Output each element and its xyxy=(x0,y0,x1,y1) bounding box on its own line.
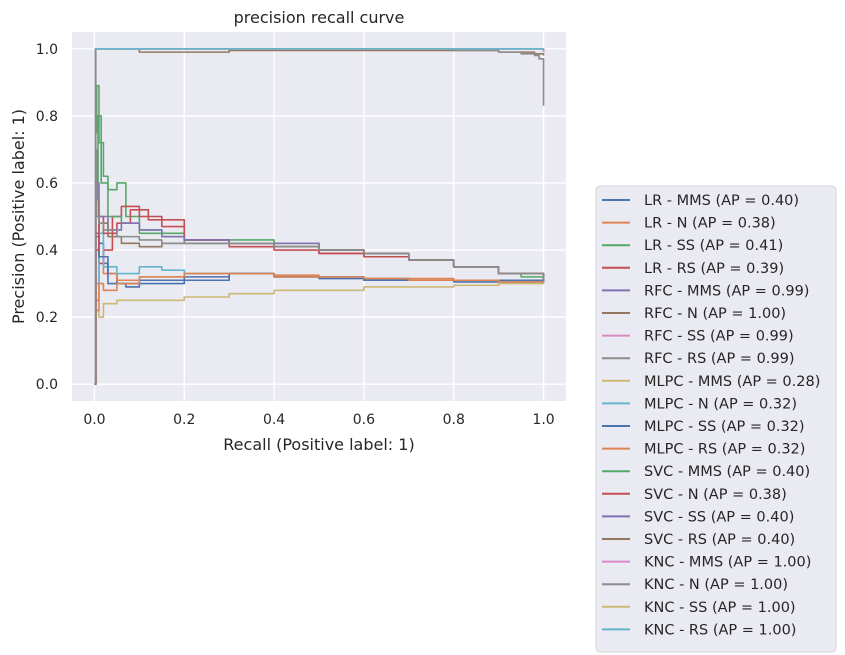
legend-label: RFC - N (AP = 1.00) xyxy=(644,306,786,322)
y-tick-label: 0.8 xyxy=(36,109,58,125)
legend-label: SVC - SS (AP = 0.40) xyxy=(644,509,794,525)
legend-label: LR - RS (AP = 0.39) xyxy=(644,261,784,277)
x-axis-ticks: 0.0 0.2 0.4 0.6 0.8 1.0 xyxy=(83,412,554,428)
chart-title: precision recall curve xyxy=(234,8,405,27)
legend-entry: LR - N (AP = 0.38) xyxy=(602,216,776,232)
y-tick-label: 0.2 xyxy=(36,310,58,326)
legend-label: RFC - RS (AP = 0.99) xyxy=(644,351,795,367)
legend-label: KNC - N (AP = 1.00) xyxy=(644,577,788,593)
legend-label: MLPC - MMS (AP = 0.28) xyxy=(644,374,820,390)
grid-lines xyxy=(72,32,566,401)
legend-box xyxy=(595,185,837,653)
x-tick-label: 0.2 xyxy=(173,412,195,428)
legend-label: KNC - MMS (AP = 1.00) xyxy=(644,555,811,571)
legend-label: LR - MMS (AP = 0.40) xyxy=(644,193,799,209)
legend-label: SVC - MMS (AP = 0.40) xyxy=(644,464,810,480)
legend-entry: KNC - MMS (AP = 1.00) xyxy=(602,555,811,571)
y-tick-label: 0.0 xyxy=(36,377,58,393)
legend-label: SVC - N (AP = 0.38) xyxy=(644,487,787,503)
legend-entry: LR - MMS (AP = 0.40) xyxy=(602,193,799,209)
x-tick-label: 0.6 xyxy=(353,412,375,428)
legend-label: RFC - MMS (AP = 0.99) xyxy=(644,283,809,299)
legend-entry: MLPC - RS (AP = 0.32) xyxy=(602,442,805,458)
legend-label: KNC - RS (AP = 1.00) xyxy=(644,622,796,638)
y-tick-label: 0.6 xyxy=(36,176,58,192)
legend-label: MLPC - SS (AP = 0.32) xyxy=(644,419,805,435)
x-axis-label: Recall (Positive label: 1) xyxy=(223,435,414,454)
legend-entry: SVC - RS (AP = 0.40) xyxy=(602,532,795,548)
legend-label: LR - SS (AP = 0.41) xyxy=(644,238,783,254)
legend-entry: KNC - RS (AP = 1.00) xyxy=(602,622,796,638)
legend-entry: MLPC - MMS (AP = 0.28) xyxy=(602,374,820,390)
legend-entry: RFC - RS (AP = 0.99) xyxy=(602,351,795,367)
legend-label: KNC - SS (AP = 1.00) xyxy=(644,600,796,616)
series-layer xyxy=(94,47,545,386)
legend-entry: SVC - SS (AP = 0.40) xyxy=(602,509,794,525)
series-line-18 xyxy=(94,47,545,386)
legend-label: SVC - RS (AP = 0.40) xyxy=(644,532,795,548)
legend-entry: RFC - N (AP = 1.00) xyxy=(602,306,786,322)
legend-entry: KNC - SS (AP = 1.00) xyxy=(602,600,796,616)
y-axis-label: Precision (Positive label: 1) xyxy=(9,109,28,324)
legend-entry: SVC - MMS (AP = 0.40) xyxy=(602,464,810,480)
legend-entry: RFC - MMS (AP = 0.99) xyxy=(602,283,809,299)
legend-entry: MLPC - N (AP = 0.32) xyxy=(602,396,797,412)
y-tick-label: 1.0 xyxy=(36,42,58,58)
legend-label: MLPC - N (AP = 0.32) xyxy=(644,396,797,412)
legend-label: LR - N (AP = 0.38) xyxy=(644,216,776,232)
legend-entry: KNC - N (AP = 1.00) xyxy=(602,577,788,593)
x-tick-label: 0.8 xyxy=(443,412,465,428)
legend-entry: LR - SS (AP = 0.41) xyxy=(602,238,783,254)
series-line-12 xyxy=(94,272,544,386)
legend-entry: LR - RS (AP = 0.39) xyxy=(602,261,784,277)
x-tick-label: 1.0 xyxy=(532,412,554,428)
legend-entry: SVC - N (AP = 0.38) xyxy=(602,487,787,503)
x-tick-label: 0.4 xyxy=(263,412,285,428)
legend-label: RFC - SS (AP = 0.99) xyxy=(644,329,794,345)
x-tick-label: 0.0 xyxy=(83,412,105,428)
legend: LR - MMS (AP = 0.40) LR - N (AP = 0.38) LR… xyxy=(595,185,837,653)
y-axis-ticks: 0.0 0.2 0.4 0.6 0.8 1.0 xyxy=(36,42,58,393)
legend-label: MLPC - RS (AP = 0.32) xyxy=(644,442,805,458)
legend-entry: MLPC - SS (AP = 0.32) xyxy=(602,419,805,435)
legend-entry: RFC - SS (AP = 0.99) xyxy=(602,329,794,345)
y-tick-label: 0.4 xyxy=(36,243,58,259)
series-line-9 xyxy=(94,281,545,335)
